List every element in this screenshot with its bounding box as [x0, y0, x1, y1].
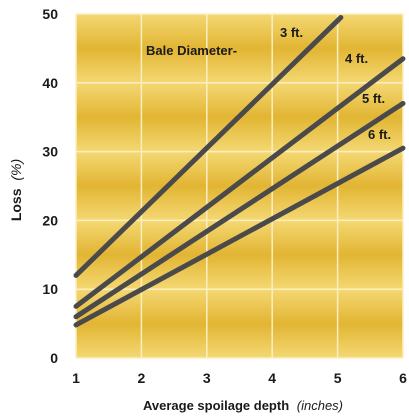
plot-band: [76, 14, 403, 83]
x-axis-title: Average spoilage depth (inches): [143, 398, 343, 413]
y-tick-label: 20: [42, 212, 58, 228]
series-label: 6 ft.: [368, 127, 391, 142]
x-axis-label: Average spoilage depth: [143, 398, 289, 413]
series-label: 4 ft.: [345, 51, 368, 66]
y-tick-label: 0: [50, 350, 58, 366]
x-tick-label: 3: [203, 370, 211, 386]
series-line: [73, 14, 344, 278]
x-tick-label: 6: [399, 370, 407, 386]
x-tick-label: 2: [138, 370, 146, 386]
y-tick-labels: 0 10 20 30 40 50: [42, 6, 58, 366]
x-tick-label: 4: [268, 370, 276, 386]
x-tick-label: 5: [334, 370, 342, 386]
plot-band: [76, 289, 403, 358]
plot-background: [76, 14, 403, 358]
x-axis-unit: (inches): [297, 398, 343, 413]
y-axis-title: Loss (%): [8, 159, 24, 221]
annotation-bale-diameter: Bale Diameter-: [146, 43, 237, 58]
series-line: [73, 145, 406, 328]
y-tick-label: 10: [42, 281, 58, 297]
y-axis-label: Loss: [8, 188, 24, 221]
series-lines: [73, 14, 406, 328]
y-axis-unit: (%): [8, 159, 24, 181]
x-tick-labels: 1 2 3 4 5 6: [72, 370, 407, 386]
plot-band: [76, 220, 403, 290]
series-label: 5 ft.: [362, 91, 385, 106]
y-tick-label: 40: [42, 75, 58, 91]
series-line: [73, 100, 406, 320]
y-tick-label: 30: [42, 144, 58, 160]
series-label: 3 ft.: [280, 25, 303, 40]
series-line: [73, 56, 406, 309]
series-labels: 3 ft. 4 ft. 5 ft. 6 ft.: [280, 25, 391, 142]
y-tick-label: 50: [42, 6, 58, 22]
x-tick-label: 1: [72, 370, 80, 386]
